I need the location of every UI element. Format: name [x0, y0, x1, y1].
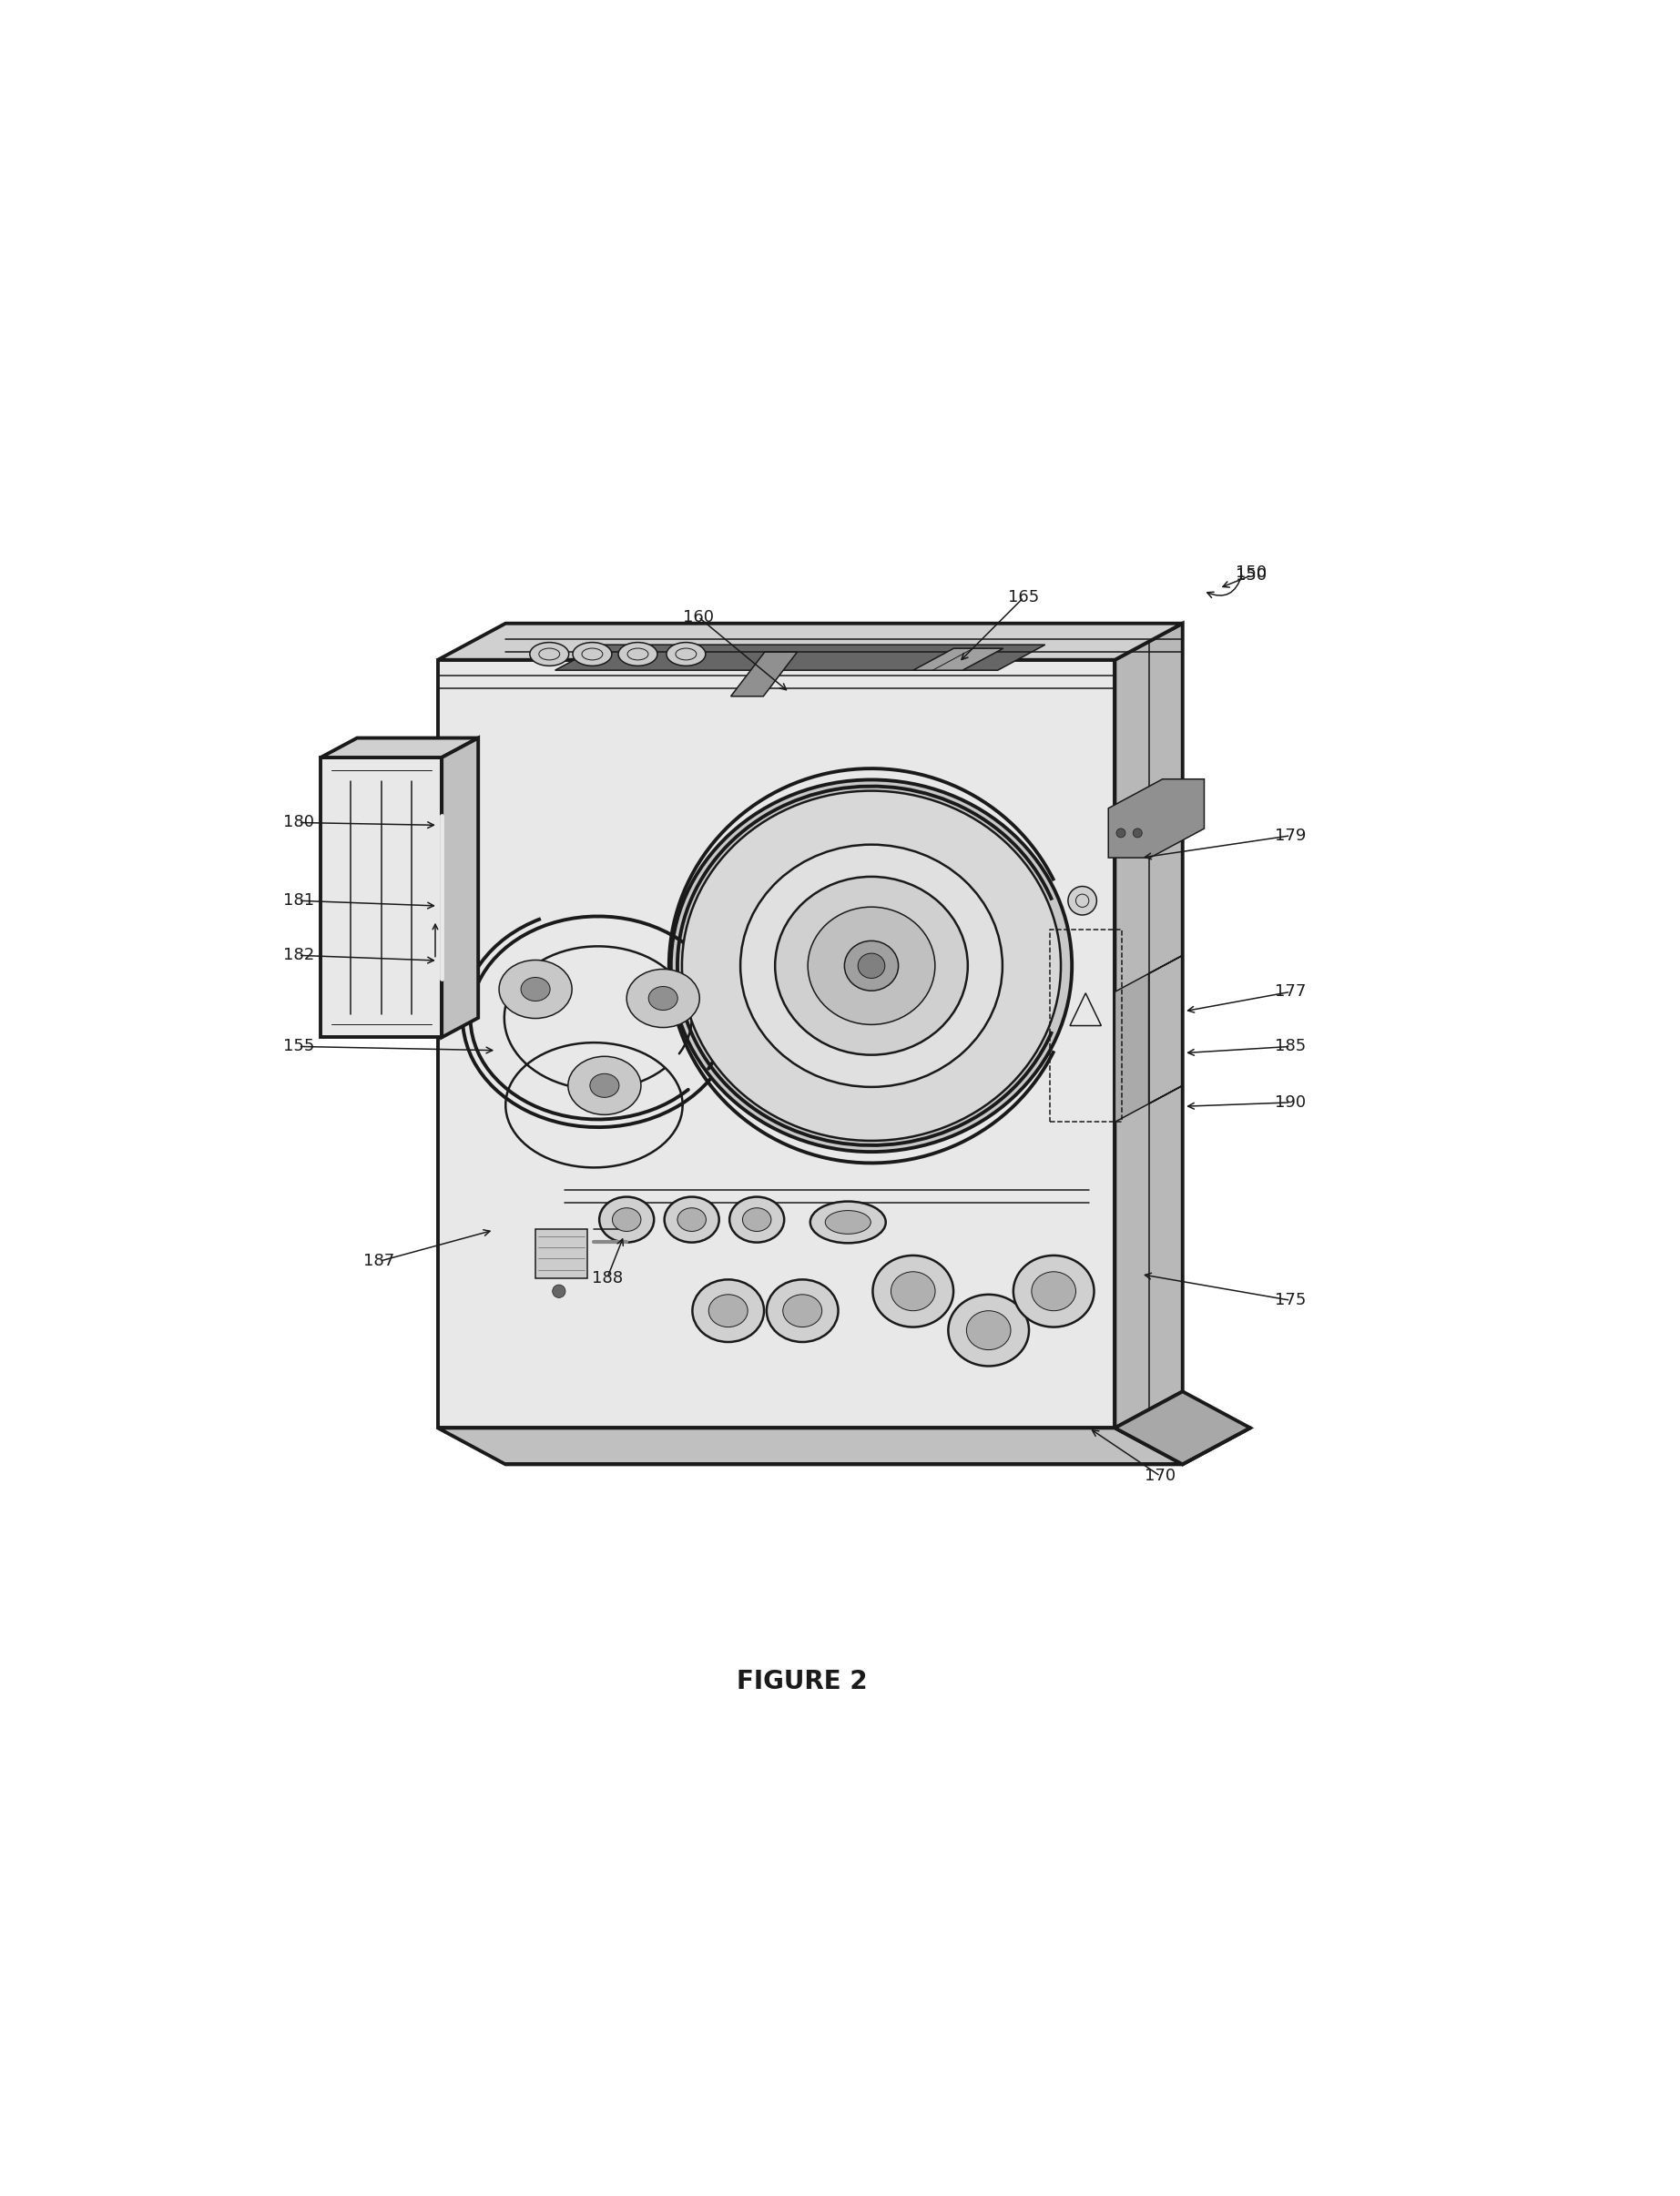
Polygon shape [554, 646, 1045, 670]
Text: 190: 190 [1275, 1094, 1305, 1111]
Ellipse shape [664, 1197, 719, 1243]
Ellipse shape [568, 1056, 642, 1116]
Text: 181: 181 [282, 892, 314, 909]
Ellipse shape [573, 643, 612, 665]
Text: 150: 150 [1236, 564, 1267, 580]
Polygon shape [321, 738, 479, 758]
Ellipse shape [499, 960, 571, 1019]
Ellipse shape [729, 1197, 785, 1243]
Ellipse shape [966, 1311, 1011, 1351]
Ellipse shape [825, 1210, 870, 1234]
Polygon shape [321, 758, 442, 1037]
Text: 188: 188 [591, 1269, 623, 1287]
Text: 150: 150 [1236, 567, 1267, 584]
Text: 177: 177 [1275, 984, 1307, 999]
Ellipse shape [890, 1271, 936, 1311]
Ellipse shape [808, 907, 936, 1026]
Ellipse shape [858, 953, 885, 977]
Polygon shape [438, 1427, 1183, 1465]
Text: 175: 175 [1275, 1291, 1307, 1309]
Polygon shape [914, 648, 1003, 670]
Ellipse shape [743, 1208, 771, 1232]
Ellipse shape [1032, 1271, 1075, 1311]
Ellipse shape [648, 986, 677, 1010]
Polygon shape [536, 1230, 588, 1278]
Polygon shape [442, 738, 479, 1037]
Ellipse shape [529, 643, 570, 665]
Ellipse shape [1116, 828, 1126, 837]
Ellipse shape [783, 1293, 822, 1326]
Ellipse shape [948, 1293, 1028, 1366]
Ellipse shape [667, 643, 706, 665]
Ellipse shape [810, 1201, 885, 1243]
Text: 182: 182 [282, 946, 314, 964]
Ellipse shape [741, 845, 1003, 1087]
Ellipse shape [677, 1208, 706, 1232]
Polygon shape [438, 624, 1183, 659]
Text: 180: 180 [282, 815, 314, 830]
Ellipse shape [709, 1293, 748, 1326]
Text: 155: 155 [282, 1039, 314, 1054]
Ellipse shape [590, 1074, 620, 1098]
Ellipse shape [521, 977, 549, 1001]
Ellipse shape [1132, 828, 1142, 837]
Ellipse shape [618, 643, 657, 665]
Ellipse shape [845, 940, 899, 990]
Ellipse shape [774, 876, 968, 1054]
Ellipse shape [1013, 1256, 1094, 1326]
Ellipse shape [1068, 887, 1097, 916]
Ellipse shape [766, 1280, 838, 1342]
Polygon shape [731, 652, 798, 696]
Polygon shape [1116, 955, 1183, 1122]
Ellipse shape [553, 1285, 566, 1298]
Text: 170: 170 [1146, 1467, 1176, 1484]
Ellipse shape [627, 968, 699, 1028]
Text: FIGURE 2: FIGURE 2 [738, 1669, 869, 1695]
Polygon shape [1109, 780, 1205, 859]
Ellipse shape [600, 1197, 654, 1243]
Ellipse shape [872, 1256, 954, 1326]
Ellipse shape [670, 780, 1072, 1153]
Polygon shape [1116, 1392, 1250, 1465]
Text: 185: 185 [1275, 1039, 1307, 1054]
Text: 160: 160 [682, 608, 714, 626]
Ellipse shape [612, 1208, 642, 1232]
Polygon shape [438, 659, 1116, 1427]
Ellipse shape [682, 791, 1060, 1140]
Text: 165: 165 [1008, 589, 1040, 606]
Ellipse shape [692, 1280, 764, 1342]
Text: 179: 179 [1275, 828, 1307, 843]
Text: 187: 187 [363, 1254, 395, 1269]
Polygon shape [1116, 624, 1183, 1427]
